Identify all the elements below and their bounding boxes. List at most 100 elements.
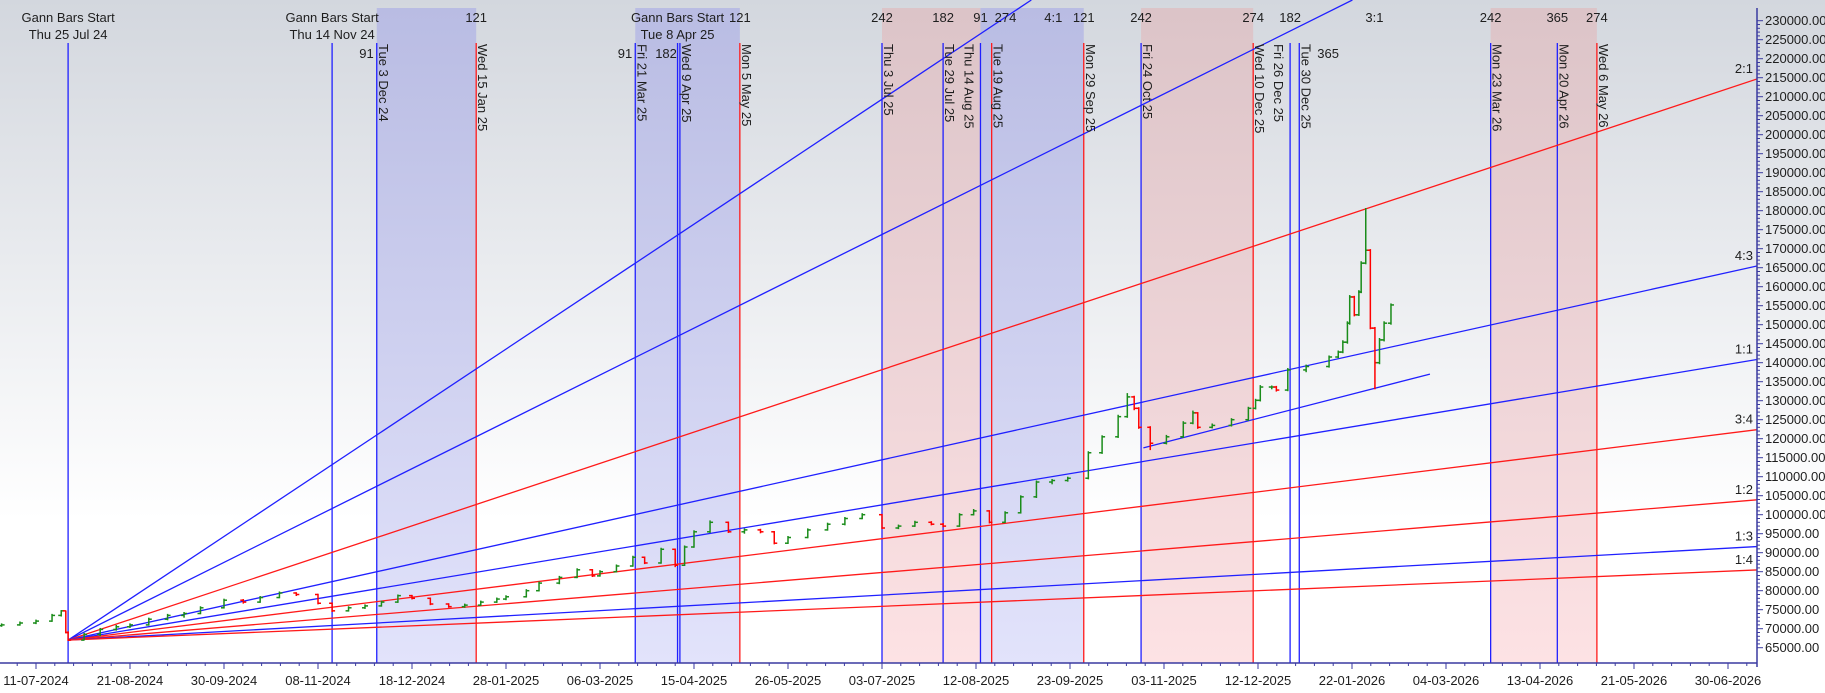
y-tick-label: 85000.00	[1765, 564, 1819, 579]
ohlc-bar	[445, 603, 452, 608]
bar-count-label: 182	[1279, 10, 1301, 25]
fan-ratio-label: 2:1	[1735, 61, 1753, 76]
y-tick-label: 90000.00	[1765, 545, 1819, 560]
time-zone-pink	[1141, 8, 1254, 663]
ohlc-bar	[1033, 480, 1040, 498]
y-tick-label: 130000.00	[1765, 393, 1825, 408]
bar-count-label: 121	[729, 10, 751, 25]
time-line-date-label: Wed 10 Dec 25	[1252, 44, 1267, 133]
x-tick-label: 11-07-2024	[3, 673, 69, 688]
x-tick-label: 03-11-2025	[1131, 673, 1197, 688]
y-tick-label: 160000.00	[1765, 279, 1825, 294]
y-tick-label: 170000.00	[1765, 241, 1825, 256]
ohlc-bar	[536, 581, 543, 592]
y-tick-label: 200000.00	[1765, 127, 1825, 142]
ohlc-bar	[895, 524, 902, 530]
ohlc-bar	[725, 521, 732, 533]
fan-line-3-4	[68, 429, 1757, 641]
time-line-date-label: Tue 30 Dec 25	[1298, 44, 1313, 129]
x-tick-label: 12-08-2025	[943, 673, 1010, 688]
fan-ratio-label: 1:4	[1735, 552, 1753, 567]
x-tick-label: 04-03-2026	[1413, 673, 1480, 688]
ohlc-bar	[629, 555, 636, 567]
ohlc-bar	[859, 513, 866, 520]
ohlc-bar	[240, 599, 247, 604]
ohlc-bar	[1124, 393, 1131, 418]
ohlc-bar	[33, 619, 39, 625]
y-tick-label: 220000.00	[1765, 51, 1825, 66]
ohlc-bar	[1387, 303, 1394, 325]
ohlc-bar	[276, 591, 283, 599]
x-tick-label: 15-04-2025	[661, 673, 728, 688]
gann-start-date: Thu 14 Nov 24	[289, 27, 374, 42]
fan-line-1-1	[67, 358, 1757, 641]
ohlc-bar	[1180, 421, 1187, 438]
x-axis[interactable]: 11-07-2024 21-08-2024 30-09-2024 08-11-2024…	[0, 662, 1761, 688]
price-bars	[0, 208, 1394, 641]
bar-count-label: 274	[1242, 10, 1264, 25]
ohlc-bar	[293, 592, 300, 597]
ohlc-bar	[378, 600, 385, 607]
fan-line-1-2	[68, 499, 1757, 641]
x-tick-label: 18-12-2024	[379, 673, 446, 688]
fan-line-2-1	[67, 78, 1757, 641]
time-zone-pink	[1490, 8, 1597, 663]
ohlc-bar	[1245, 406, 1252, 421]
fan-line-4-3	[67, 265, 1757, 641]
y-tick-label: 105000.00	[1765, 488, 1825, 503]
ohlc-bar	[986, 510, 993, 524]
time-line-date-label: Wed 9 Apr 25	[679, 44, 694, 123]
y-tick-label: 95000.00	[1765, 526, 1819, 541]
ohlc-bar	[461, 603, 468, 608]
gann-fan	[67, 0, 1757, 641]
ohlc-bar	[113, 624, 120, 631]
y-tick-label: 165000.00	[1765, 260, 1825, 275]
time-line-date-label: Tue 19 Aug 25	[991, 44, 1006, 128]
ohlc-bar	[574, 568, 581, 579]
ohlc-bar	[1326, 355, 1333, 368]
ohlc-bar	[804, 528, 811, 539]
time-line-date-label: Mon 5 May 25	[739, 44, 754, 126]
fan-ratio-label: 3:4	[1735, 412, 1753, 427]
ohlc-bar	[771, 531, 778, 545]
y-tick-label: 65000.00	[1765, 640, 1819, 655]
y-tick-label: 190000.00	[1765, 165, 1825, 180]
x-tick-label: 08-11-2024	[285, 673, 351, 688]
fan-ratio-label: 1:3	[1735, 529, 1753, 544]
ohlc-bar	[329, 602, 336, 612]
fan-ratio-label: 4:3	[1735, 248, 1753, 263]
x-tick-label: 23-09-2025	[1037, 673, 1104, 688]
bar-count-label: 91	[973, 10, 987, 25]
time-line-date-label: Thu 3 Jul 25	[881, 44, 896, 116]
y-tick-label: 120000.00	[1765, 431, 1825, 446]
x-tick-label: 06-03-2025	[567, 673, 634, 688]
ohlc-bar	[785, 535, 791, 544]
time-zone-blue	[635, 8, 740, 663]
y-tick-label: 180000.00	[1765, 203, 1825, 218]
ohlc-bar	[879, 513, 885, 530]
y-tick-label: 100000.00	[1765, 507, 1825, 522]
y-axis[interactable]: 230000.00 225000.00 220000.00 215000.00 2100…	[1756, 8, 1825, 667]
ohlc-bar	[16, 621, 23, 626]
y-tick-label: 230000.00	[1765, 13, 1825, 28]
ohlc-bar	[757, 528, 764, 534]
ohlc-bar	[1194, 412, 1201, 429]
ohlc-bar	[940, 523, 947, 528]
x-tick-label: 22-01-2026	[1319, 673, 1386, 688]
x-tick-label: 03-07-2025	[849, 673, 916, 688]
y-tick-label: 185000.00	[1765, 184, 1825, 199]
y-tick-label: 125000.00	[1765, 412, 1825, 427]
y-tick-label: 205000.00	[1765, 108, 1825, 123]
bar-count-label: 242	[871, 10, 893, 25]
time-line-date-label: Mon 23 Mar 26	[1490, 44, 1505, 131]
ohlc-bar	[1257, 385, 1264, 402]
y-tick-label: 135000.00	[1765, 374, 1825, 389]
ohlc-bar	[1163, 434, 1170, 445]
ohlc-bar	[641, 556, 648, 565]
x-tick-label: 30-09-2024	[191, 673, 258, 688]
y-tick-label: 75000.00	[1765, 602, 1819, 617]
ohlc-bar	[221, 598, 227, 609]
ohlc-bar	[589, 569, 596, 578]
ohlc-bar	[81, 632, 88, 641]
